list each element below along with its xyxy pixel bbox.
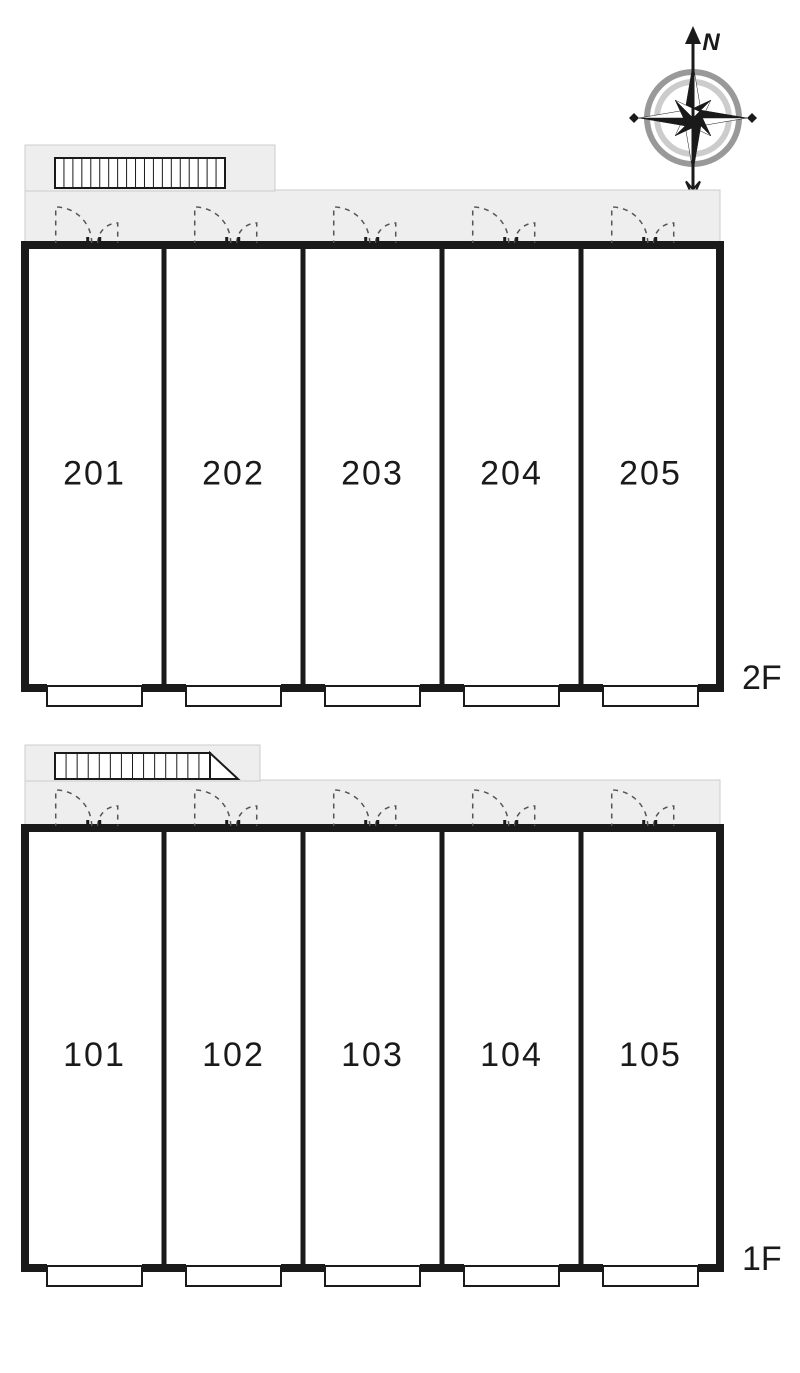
corridor bbox=[25, 190, 720, 245]
floor-label-2F: 2F bbox=[742, 659, 782, 697]
unit-label-101: 101 bbox=[63, 1036, 126, 1074]
balcony bbox=[186, 1266, 281, 1286]
balcony bbox=[325, 1266, 420, 1286]
unit-label-202: 202 bbox=[202, 454, 265, 492]
floor-2F: 201 202 203 204 205 2F bbox=[21, 145, 782, 706]
balcony bbox=[325, 686, 420, 706]
compass-rose: N bbox=[629, 26, 757, 197]
balcony bbox=[603, 686, 698, 706]
unit-label-201: 201 bbox=[63, 454, 126, 492]
balcony bbox=[47, 686, 142, 706]
balcony bbox=[464, 1266, 559, 1286]
floor-plan-diagram: N 201 202 203 204 205 2F 101 102 103 104 105 1F bbox=[0, 0, 800, 1373]
unit-label-205: 205 bbox=[619, 454, 682, 492]
balcony bbox=[47, 1266, 142, 1286]
compass-north-label: N bbox=[702, 29, 720, 56]
balcony bbox=[603, 1266, 698, 1286]
corridor bbox=[25, 780, 720, 828]
unit-label-203: 203 bbox=[341, 454, 404, 492]
unit-label-105: 105 bbox=[619, 1036, 682, 1074]
floor-label-1F: 1F bbox=[742, 1240, 782, 1278]
floor-1F: 101 102 103 104 105 1F bbox=[21, 745, 782, 1286]
staircase bbox=[55, 753, 238, 779]
unit-label-104: 104 bbox=[480, 1036, 543, 1074]
unit-label-102: 102 bbox=[202, 1036, 265, 1074]
unit-label-103: 103 bbox=[341, 1036, 404, 1074]
unit-label-204: 204 bbox=[480, 454, 543, 492]
balcony bbox=[186, 686, 281, 706]
staircase bbox=[55, 158, 225, 188]
balcony bbox=[464, 686, 559, 706]
